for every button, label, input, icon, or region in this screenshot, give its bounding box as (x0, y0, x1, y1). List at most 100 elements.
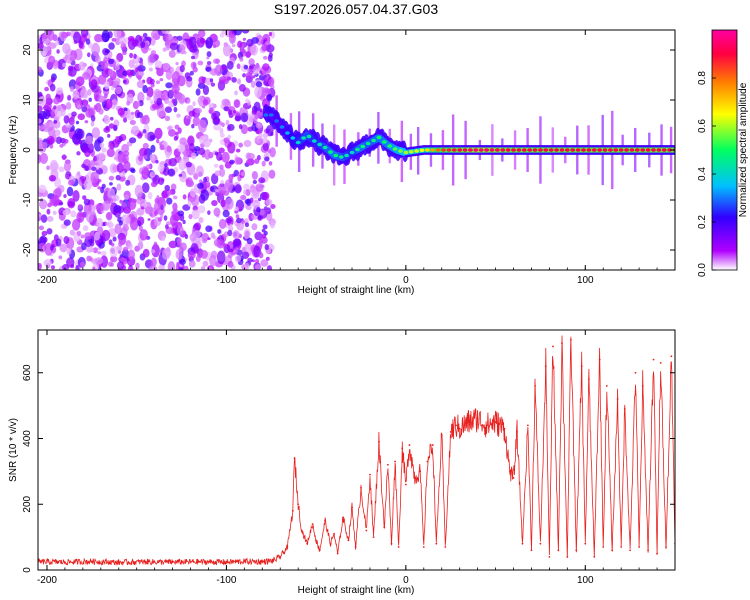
snr-data-point (467, 421, 470, 423)
heatmap-noise-cell (173, 135, 178, 141)
heatmap-noise-cell (195, 165, 204, 178)
heatmap-noise-cell (46, 216, 54, 222)
snr-data-point (580, 365, 583, 368)
heatmap-noise-cell (142, 32, 148, 38)
snr-data-point (512, 477, 515, 479)
heatmap-noise-cell (108, 42, 115, 50)
y-tick-label: 600 (22, 364, 33, 381)
heatmap-noise-cell (101, 147, 107, 153)
heatmap-noise-cell (141, 182, 150, 194)
heatmap-noise-cell (168, 125, 173, 130)
heatmap-noise-cell (125, 216, 131, 225)
heatmap-noise-cell (134, 184, 143, 198)
snr-data-point (333, 532, 335, 535)
heatmap-noise-cell (49, 143, 54, 149)
heatmap-noise-cell (167, 89, 174, 99)
heatmap-noise-cell (173, 106, 178, 113)
heatmap-noise-cell (65, 101, 72, 110)
heatmap-ridge-peak (667, 148, 673, 152)
heatmap-noise-cell (253, 101, 261, 112)
heatmap-noise-cell (40, 214, 48, 223)
heatmap-ridge-peak (634, 148, 640, 152)
heatmap-noise-cell (177, 143, 186, 153)
heatmap-ridge-peak (656, 148, 662, 152)
heatmap-noise-cell (172, 202, 178, 211)
heatmap-noise-cell (179, 65, 185, 73)
heatmap-noise-cell (150, 257, 157, 267)
heatmap-noise-cell (254, 86, 262, 99)
snr-data-point (413, 477, 416, 479)
heatmap-noise-cell (199, 179, 203, 184)
heatmap-noise-cell (76, 171, 81, 176)
heatmap-ridge-peak (581, 148, 586, 152)
heatmap-noise-cell (119, 175, 126, 182)
snr-data-point (261, 560, 264, 563)
heatmap-noise-cell (156, 67, 164, 77)
heatmap-ridge-peak (317, 142, 323, 147)
heatmap-noise-cell (195, 255, 201, 262)
snr-data-point (620, 546, 623, 548)
heatmap-noise-cell (50, 76, 56, 83)
heatmap-noise-cell (142, 129, 147, 134)
heatmap-noise-cell (213, 123, 221, 131)
heatmap-noise-cell (155, 159, 159, 164)
heatmap-noise-cell (232, 249, 238, 254)
heatmap-noise-cell (85, 210, 94, 223)
heatmap-noise-cell (140, 41, 146, 49)
heatmap-noise-cell (218, 147, 225, 154)
heatmap-noise-cell (199, 249, 208, 259)
heatmap-ridge-peak (564, 148, 570, 152)
snr-y-label: SNR (10 * v/v) (8, 418, 19, 482)
heatmap-noise-cell (248, 58, 255, 66)
heatmap-noise-cell (65, 31, 71, 37)
heatmap-noise-cell (217, 183, 226, 196)
heatmap-noise-cell (166, 145, 172, 153)
heatmap-noise-cell (50, 265, 56, 270)
heatmap-noise-cell (147, 218, 151, 221)
heatmap-noise-cell (63, 138, 69, 144)
snr-data-point (117, 561, 120, 564)
heatmap-ridge-peak (376, 135, 382, 140)
heatmap-noise-cell (227, 260, 234, 268)
heatmap-noise-cell (89, 159, 95, 167)
heatmap-noise-cell (220, 199, 226, 208)
heatmap-noise-cell (63, 194, 67, 199)
heatmap-noise-cell (231, 44, 236, 48)
heatmap-noise-cell (197, 60, 204, 66)
heatmap-noise-cell (254, 263, 262, 270)
heatmap-ridge-peak (570, 148, 576, 152)
heatmap-noise-cell (45, 93, 51, 101)
heatmap-noise-cell (94, 173, 100, 179)
heatmap-noise-cell (192, 44, 198, 51)
heatmap-noise-cell (43, 259, 52, 267)
y-tick-label: 0 (22, 567, 33, 573)
x-tick-label: -100 (216, 575, 236, 586)
heatmap-noise-cell (191, 124, 195, 129)
heatmap-noise-cell (119, 199, 123, 204)
heatmap-noise-cell (164, 224, 169, 230)
heatmap-noise-cell (80, 234, 85, 239)
heatmap-noise-cell (228, 173, 234, 181)
heatmap-noise-cell (195, 113, 199, 118)
heatmap-noise-cell (234, 206, 240, 212)
heatmap-noise-cell (210, 82, 216, 87)
heatmap-noise-cell (69, 56, 74, 61)
heatmap-noise-cell (107, 133, 111, 138)
heatmap-noise-cell (76, 151, 81, 156)
heatmap-noise-cell (243, 183, 250, 191)
heatmap-noise-cell (177, 210, 185, 217)
heatmap-noise-cell (255, 183, 264, 192)
snr-data-point (634, 371, 637, 374)
heatmap-noise-cell (149, 171, 156, 178)
heatmap-noise-cell (219, 132, 225, 138)
heatmap-noise-cell (252, 179, 257, 185)
heatmap-noise-cell (269, 147, 276, 158)
heatmap-noise-cell (127, 266, 134, 270)
heatmap-noise-cell (209, 78, 214, 83)
snr-data-point (647, 549, 649, 552)
heatmap-noise-cell (246, 38, 254, 47)
heatmap-noise-cell (244, 230, 250, 238)
heatmap-noise-cell (177, 127, 182, 134)
colorbar-tick-label: 0.2 (697, 215, 708, 229)
heatmap-noise-cell (244, 98, 250, 103)
